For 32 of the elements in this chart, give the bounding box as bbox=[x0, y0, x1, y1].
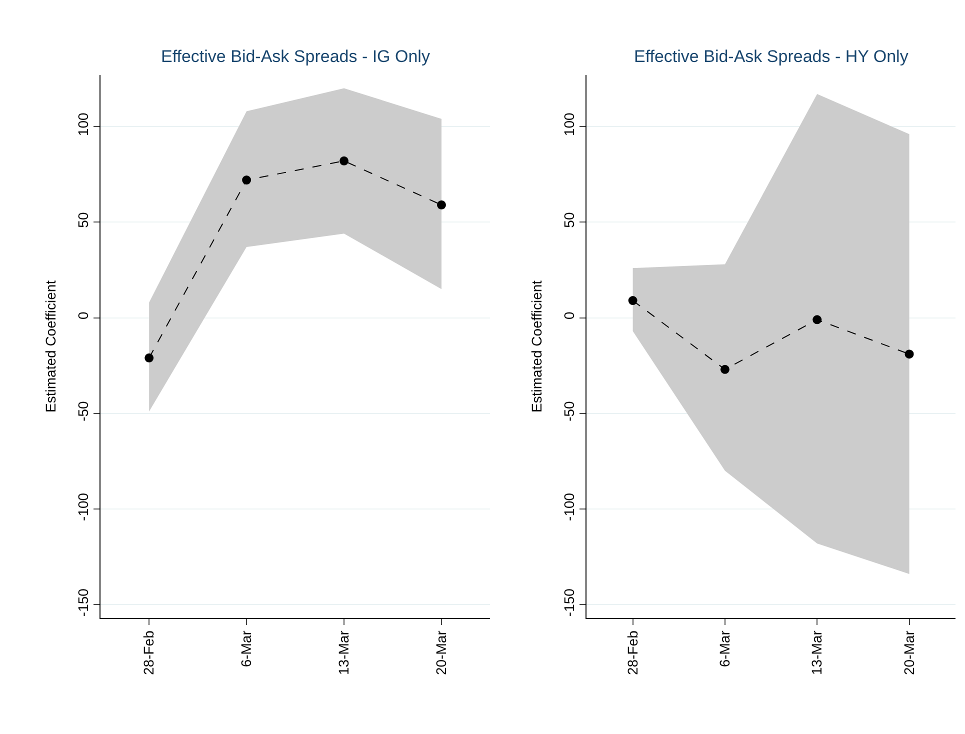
y-tick-label: -100 bbox=[561, 492, 578, 521]
point bbox=[720, 364, 730, 374]
point bbox=[242, 176, 252, 185]
chart-title: Effective Bid-Ask Spreads - HY Only bbox=[634, 47, 909, 66]
x-tick-label: 6-Mar bbox=[238, 630, 254, 668]
point bbox=[904, 350, 914, 359]
x-tick-label: 20-Mar bbox=[433, 630, 450, 675]
y-tick-label: 100 bbox=[561, 112, 578, 136]
point bbox=[812, 315, 822, 324]
x-tick-label: 13-Mar bbox=[808, 630, 825, 675]
x-tick-label: 6-Mar bbox=[716, 630, 733, 668]
x-tick-label: 20-Mar bbox=[900, 630, 917, 675]
y-axis-title: Estimated Coefficient bbox=[42, 280, 58, 412]
y-tick-label: -50 bbox=[561, 400, 578, 422]
y-tick-label: 0 bbox=[74, 312, 91, 320]
chart-title: Effective Bid-Ask Spreads - IG Only bbox=[161, 47, 430, 66]
x-tick-label: 13-Mar bbox=[336, 630, 352, 675]
y-tick-label: -150 bbox=[74, 588, 91, 617]
y-tick-label: 0 bbox=[561, 312, 578, 320]
x-tick-label: 28-Feb bbox=[624, 630, 640, 675]
y-tick-label: -100 bbox=[74, 492, 91, 521]
y-tick-label: 100 bbox=[74, 112, 91, 136]
y-tick-label: -50 bbox=[74, 400, 91, 422]
y-tick-label: -150 bbox=[561, 588, 578, 617]
y-axis-title: Estimated Coefficient bbox=[528, 280, 545, 412]
point bbox=[340, 156, 349, 166]
point bbox=[628, 296, 638, 306]
y-tick-label: 50 bbox=[561, 212, 578, 228]
point bbox=[436, 200, 446, 210]
point bbox=[144, 353, 154, 362]
x-tick-label: 28-Feb bbox=[140, 630, 157, 675]
y-tick-label: 50 bbox=[74, 212, 91, 228]
